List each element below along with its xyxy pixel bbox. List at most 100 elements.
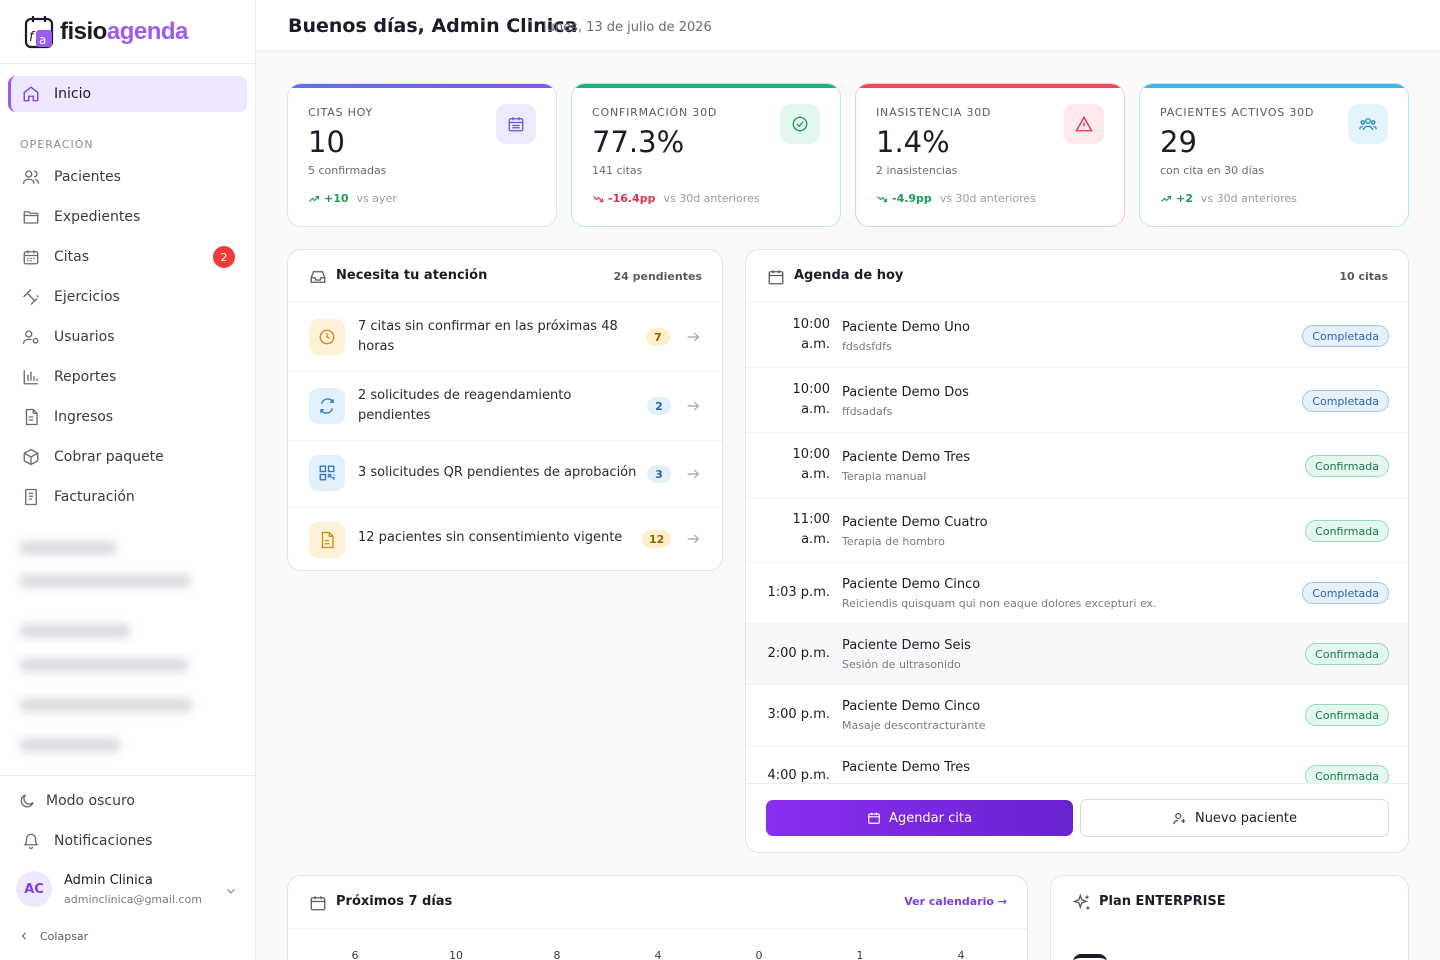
kpi-value: 77.3% <box>592 125 685 159</box>
kpi-icon-box <box>1064 104 1104 144</box>
attention-count: 24 pendientes <box>613 270 702 283</box>
redacted-section-label <box>20 541 116 555</box>
plan-title: Plan ENTERPRISE <box>1099 894 1226 909</box>
appointment-time: 10:00 a.m. <box>792 447 830 482</box>
people-icon <box>1359 118 1377 131</box>
sidebar: f a fisioagenda Inicio OPERACIÓN Pacient… <box>0 0 256 960</box>
status-badge: Confirmada <box>1305 455 1389 477</box>
qr-icon <box>319 465 335 481</box>
list-item[interactable]: 3 solicitudes QR pendientes de aprobació… <box>288 440 722 508</box>
kpi-label: CITAS HOY <box>308 106 374 119</box>
kpi-card-confirmacion: CONFIRMACIÓN 30D 77.3% 141 citas -16.4pp… <box>571 83 841 227</box>
table-row[interactable]: 1:03 p.m. Paciente Demo Cinco Reiciendis… <box>746 562 1408 623</box>
collapse-button[interactable]: Colapsar <box>18 928 88 944</box>
kpi-card-pacientes-activos: PACIENTES ACTIVOS 30D 29 con cita en 30 … <box>1139 83 1409 227</box>
redacted-nav-item <box>20 574 190 588</box>
next-7-days-card: Próximos 7 días Ver calendario → 6 10 8 … <box>287 875 1028 960</box>
document-icon <box>321 531 334 549</box>
status-badge: Confirmada <box>1305 520 1389 542</box>
sidebar-item-reportes[interactable]: Reportes <box>8 359 247 395</box>
table-row[interactable]: 2:00 p.m. Paciente Demo Seis Sesión de u… <box>746 623 1408 684</box>
arrow-right-icon <box>687 401 700 411</box>
appointment-time: 1:03 p.m. <box>767 585 830 600</box>
patient-name: Paciente Demo Seis <box>842 638 971 653</box>
sidebar-item-cobrar-paquete[interactable]: Cobrar paquete <box>8 439 247 475</box>
kpi-subtext: 2 inasistencias <box>876 164 958 177</box>
list-item[interactable]: 2 solicitudes de reagendamiento pendient… <box>288 371 722 439</box>
notifications-button[interactable]: Notificaciones <box>8 823 247 859</box>
table-row[interactable]: 11:00 a.m. Paciente Demo Cuatro Terapia d… <box>746 497 1408 562</box>
table-row[interactable]: 3:00 p.m. Paciente Demo Cinco Masaje des… <box>746 684 1408 745</box>
appointment-description: Terapia manual <box>842 470 927 483</box>
app-logo[interactable]: f a fisioagenda <box>24 14 188 50</box>
kpi-trend-compare: vs ayer <box>356 192 397 205</box>
kpi-trend-value: +10 <box>324 192 349 205</box>
attention-text: 7 citas sin confirmar en las próximas 48… <box>358 319 618 354</box>
kpi-subtext: 5 confirmadas <box>308 164 387 177</box>
attention-text: 3 solicitudes QR pendientes de aprobació… <box>358 465 637 480</box>
schedule-appointment-button[interactable]: Agendar cita <box>766 800 1073 836</box>
trend-down-icon <box>877 195 888 202</box>
kpi-card-citas-hoy: CITAS HOY 10 5 confirmadas +10 vs ayer <box>287 83 557 227</box>
attention-text: 2 solicitudes de reagendamiento pendient… <box>358 388 572 423</box>
clock-icon <box>319 329 335 345</box>
trend-up-icon <box>309 195 320 202</box>
list-item[interactable]: 7 citas sin confirmar en las próximas 48… <box>288 302 722 370</box>
kpi-label: PACIENTES ACTIVOS 30D <box>1160 106 1315 119</box>
attention-icon-box <box>309 522 345 558</box>
table-row[interactable]: 10:00 a.m. Paciente Demo Tres Terapia man… <box>746 432 1408 497</box>
redacted-nav-item <box>20 698 192 712</box>
sidebar-item-citas[interactable]: Citas 2 <box>8 239 247 275</box>
view-calendar-link[interactable]: Ver calendario → <box>904 895 1007 908</box>
agenda-list[interactable]: 10:00 a.m. Paciente Demo Uno fdsdsfdfs Co… <box>746 302 1408 783</box>
kpi-trend-compare: vs 30d anteriores <box>663 192 760 205</box>
kpi-accent-bar <box>572 84 840 88</box>
dark-mode-toggle[interactable]: Modo oscuro <box>4 783 243 819</box>
kpi-icon-box <box>1348 104 1388 144</box>
table-row[interactable]: 10:00 a.m. Paciente Demo Dos ffdsadafs Co… <box>746 367 1408 432</box>
notifications-label: Notificaciones <box>54 833 153 849</box>
plan-value-partial <box>1073 954 1107 960</box>
calendar-icon <box>768 270 784 285</box>
kpi-trend-compare: vs 30d anteriores <box>939 192 1036 205</box>
redacted-nav-item <box>20 738 120 752</box>
attention-card: Necesita tu atención 24 pendientes 7 cit… <box>287 249 723 571</box>
sidebar-item-usuarios[interactable]: Usuarios <box>8 319 247 355</box>
list-item[interactable]: 12 pacientes sin consentimiento vigente … <box>288 507 722 570</box>
button-label: Nuevo paciente <box>1194 810 1298 826</box>
attention-title: Necesita tu atención <box>336 268 488 283</box>
kpi-label: CONFIRMACIÓN 30D <box>592 106 718 119</box>
table-row[interactable]: 10:00 a.m. Paciente Demo Uno fdsdsfdfs Co… <box>746 302 1408 367</box>
day-count: 4 <box>654 949 662 960</box>
calendar-icon <box>310 896 326 911</box>
sidebar-item-label: Usuarios <box>54 329 115 345</box>
sidebar-item-inicio[interactable]: Inicio <box>8 76 247 112</box>
kpi-accent-bar <box>1140 84 1408 88</box>
sidebar-item-ingresos[interactable]: Ingresos <box>8 399 247 435</box>
sidebar-item-ejercicios[interactable]: Ejercicios <box>8 279 247 315</box>
day-count: 8 <box>553 949 561 960</box>
sidebar-item-label: Cobrar paquete <box>54 449 164 465</box>
table-row[interactable]: 4:00 p.m. Paciente Demo Tres Confirmada <box>746 745 1408 783</box>
dark-mode-label: Modo oscuro <box>46 793 135 809</box>
appointment-time: 2:00 p.m. <box>767 646 830 661</box>
status-badge: Confirmada <box>1305 704 1389 726</box>
sidebar-item-facturacion[interactable]: Facturación <box>8 479 247 515</box>
agenda-count: 10 citas <box>1339 270 1388 283</box>
user-menu[interactable]: AC Admin Clinica adminclinica@gmail.com <box>0 862 256 918</box>
kpi-accent-bar <box>856 84 1124 88</box>
bell-icon <box>23 833 39 850</box>
arrow-right-icon <box>687 534 700 544</box>
check-circle-icon <box>792 116 808 132</box>
patient-name: Paciente Demo Tres <box>842 450 971 465</box>
sidebar-item-pacientes[interactable]: Pacientes <box>8 159 247 195</box>
svg-text:a: a <box>39 33 46 47</box>
new-patient-button[interactable]: Nuevo paciente <box>1080 799 1389 837</box>
user-email: adminclinica@gmail.com <box>64 893 202 906</box>
attention-badge: 7 <box>646 328 670 346</box>
page-title: Buenos días, Admin Clinica <box>288 15 578 37</box>
kpi-value: 10 <box>308 125 345 159</box>
alert-triangle-icon <box>1075 115 1093 132</box>
sidebar-item-label: Expedientes <box>54 209 141 225</box>
sidebar-item-expedientes[interactable]: Expedientes <box>8 199 247 235</box>
